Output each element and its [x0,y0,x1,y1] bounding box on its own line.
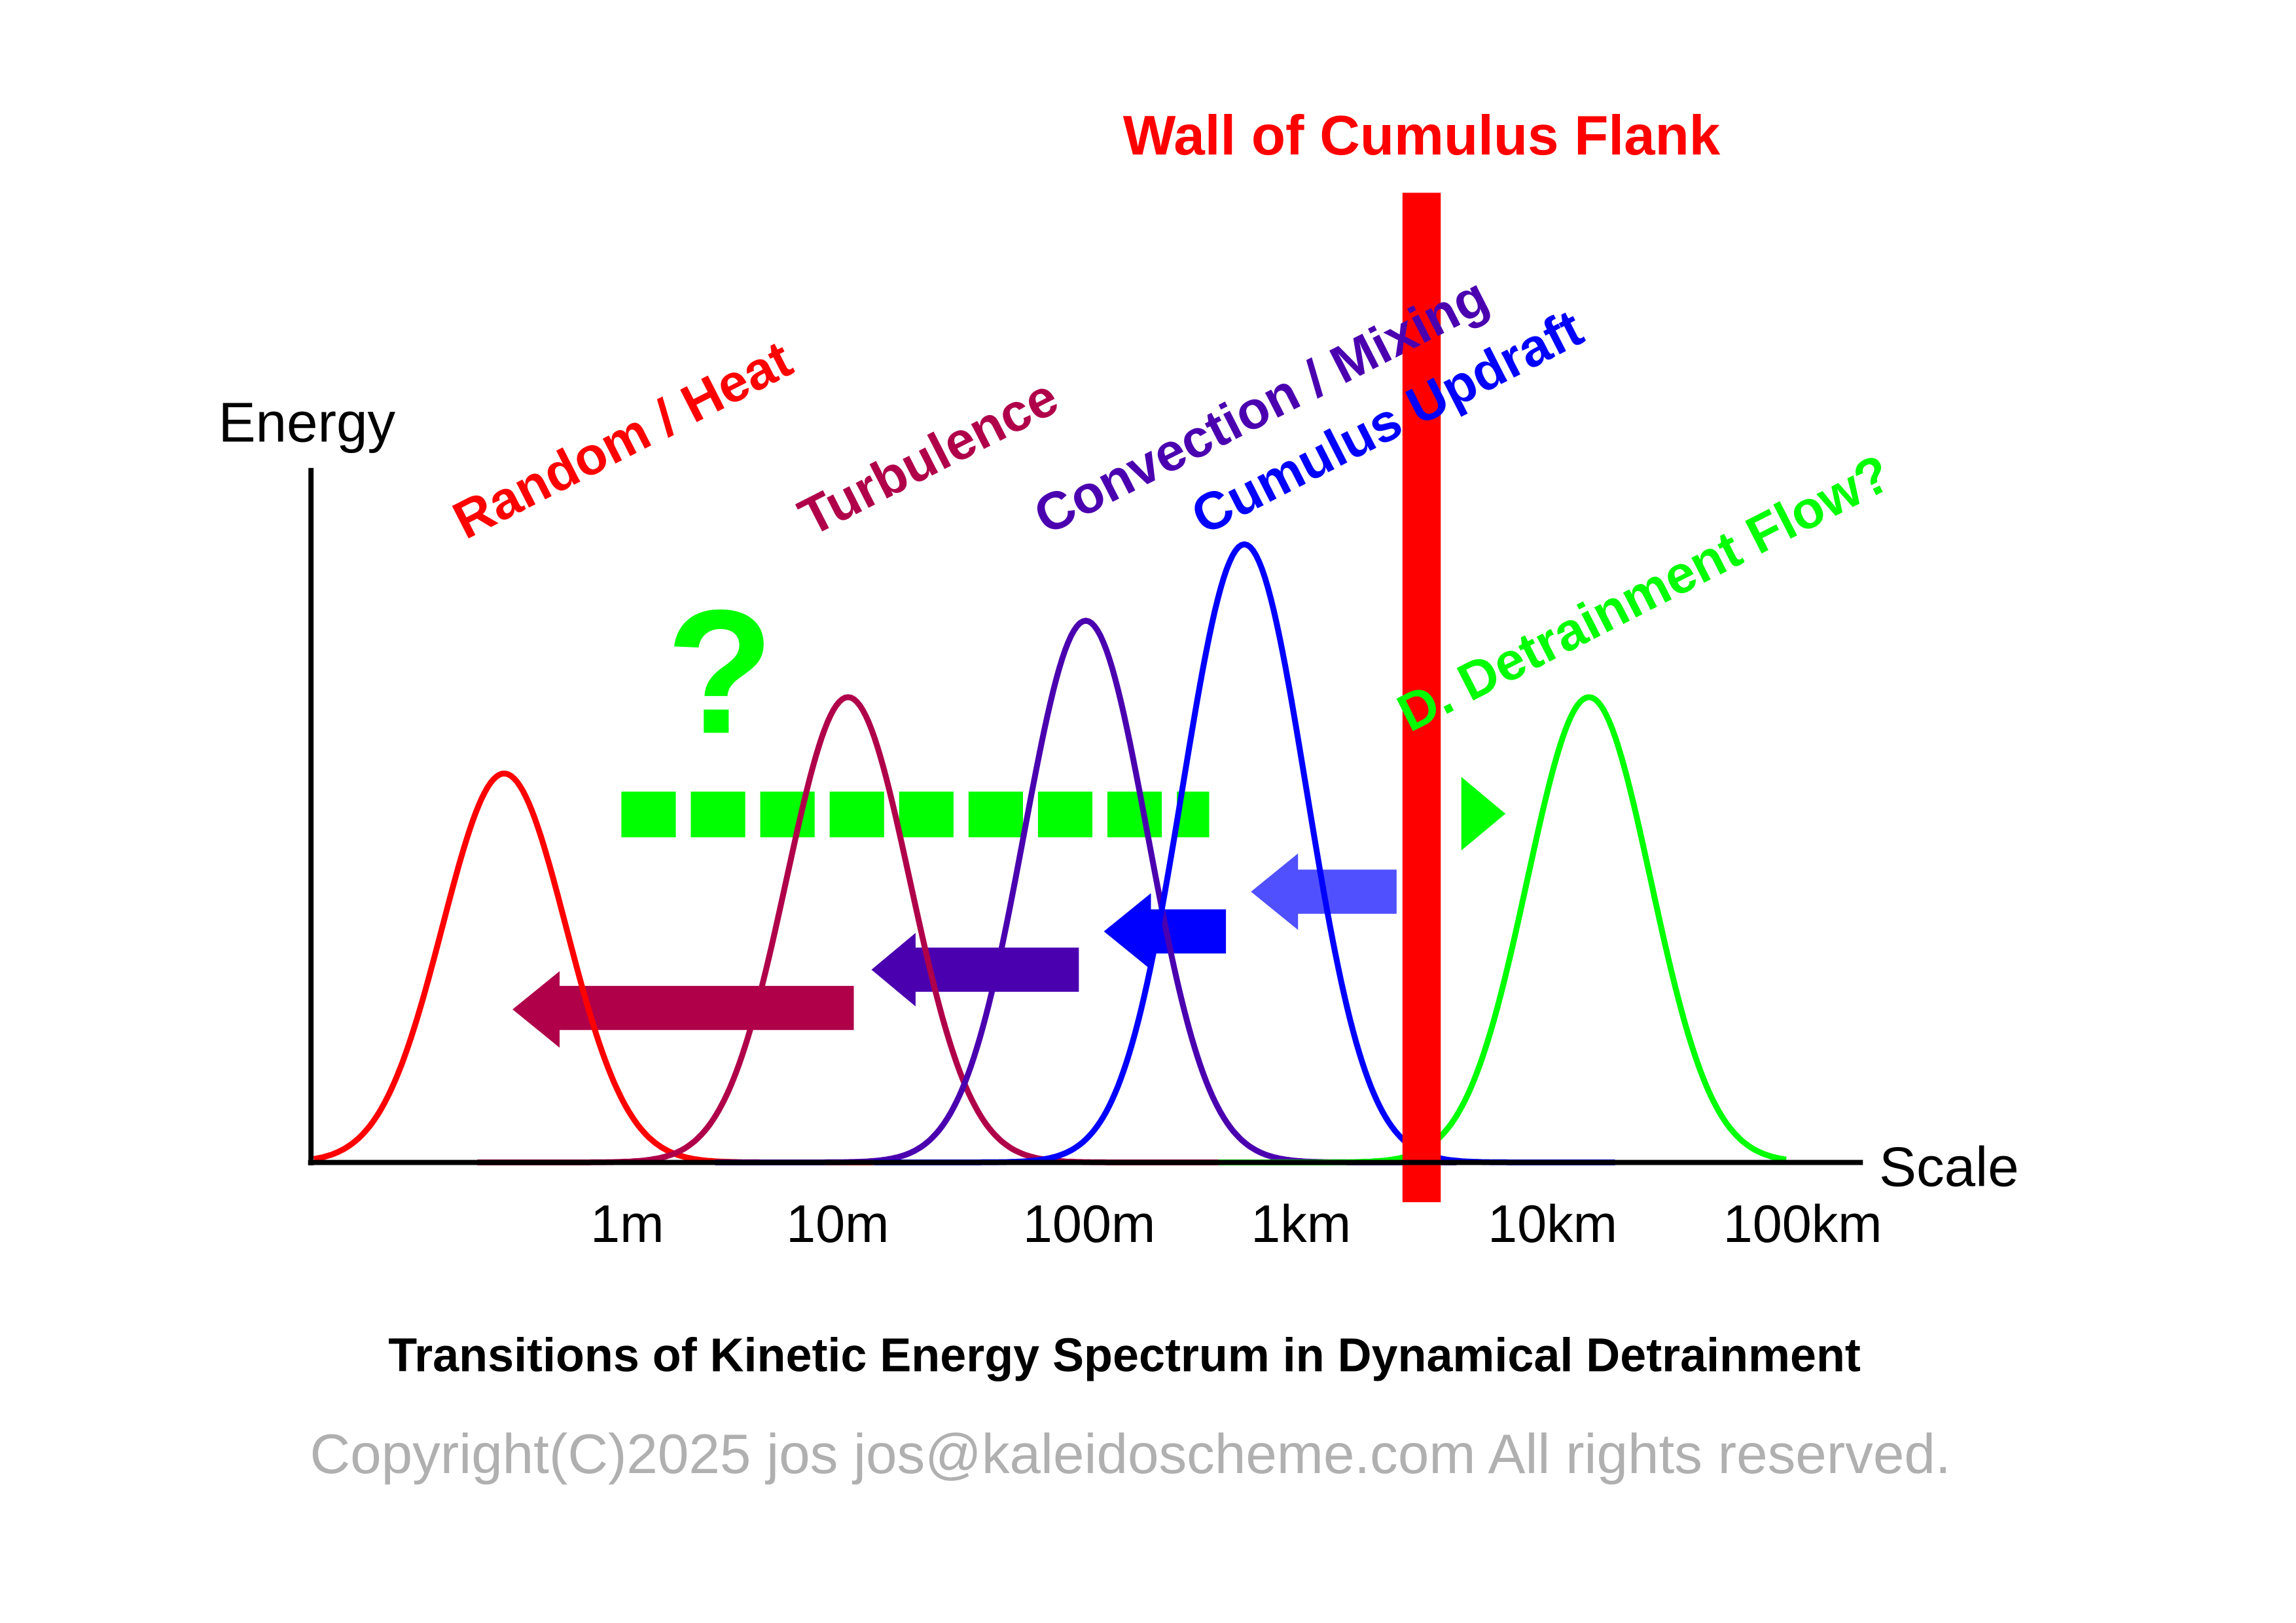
arrow-turbulence-to-heat [512,971,854,1048]
y-axis-label: Energy [219,392,396,454]
x-tick-label: 100km [1723,1195,1882,1254]
x-tick-label: 1km [1251,1195,1351,1254]
dash-segment [899,792,954,837]
dash-segment [1107,792,1162,837]
cumulus-flank-wall [1402,192,1441,1203]
dash-arrowhead [1461,776,1506,851]
x-tick-label: 10km [1488,1195,1617,1254]
copyright: Copyright(C)2025 jos jos@kaleidoscheme.c… [310,1423,1950,1486]
caption: Transitions of Kinetic Energy Spectrum i… [388,1330,1861,1382]
x-tick-label: 100m [1023,1195,1155,1254]
wall-title: Wall of Cumulus Flank [1123,105,1721,167]
dash-segment [621,792,676,837]
question-mark: ? [666,574,774,771]
dash-segment [691,792,745,837]
dash-segment [829,792,884,837]
dash-segment [968,792,1023,837]
detrainment-dashed-arrow [621,776,1506,851]
dash-segment [1037,792,1093,837]
x-tick-label: 10m [786,1195,889,1254]
x-tick-label: 1m [590,1195,664,1254]
x-axis-label: Scale [1879,1136,2019,1198]
